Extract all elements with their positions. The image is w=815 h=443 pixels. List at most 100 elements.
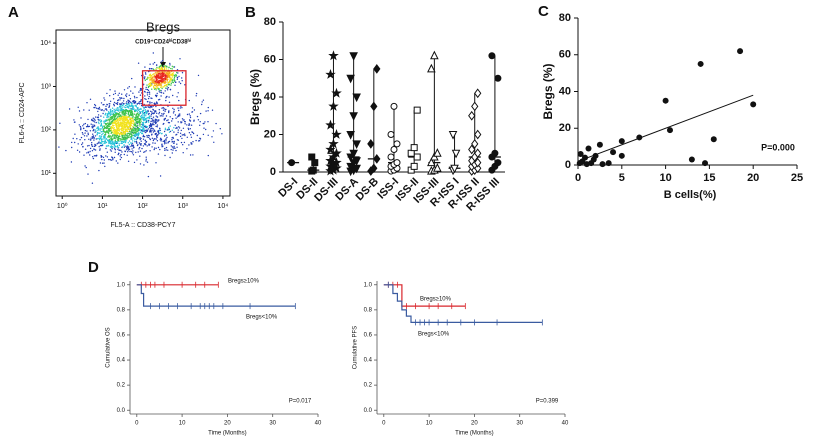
event-dot — [97, 110, 99, 113]
event-dot — [123, 114, 125, 117]
event-dot — [105, 105, 107, 108]
event-dot — [153, 148, 155, 151]
point — [618, 152, 625, 159]
event-dot — [79, 125, 82, 128]
event-dot — [145, 98, 147, 101]
event-dot — [179, 58, 181, 60]
event-dot — [119, 106, 121, 108]
event-dot — [162, 140, 164, 143]
event-dot — [120, 142, 122, 145]
event-dot — [147, 117, 150, 119]
event-dot — [143, 78, 146, 80]
dot — [325, 68, 336, 79]
dot — [288, 159, 296, 167]
event-dot — [111, 131, 114, 133]
x-axis-label: Time (Months) — [208, 431, 246, 437]
event-dot — [114, 128, 116, 131]
event-dot — [118, 92, 121, 95]
dot — [390, 146, 398, 153]
event-dot — [125, 139, 127, 141]
event-dot — [189, 128, 191, 130]
event-dot — [143, 151, 145, 153]
event-dot — [101, 158, 103, 161]
event-dot — [136, 137, 139, 140]
event-dot — [143, 114, 145, 117]
event-dot — [156, 84, 159, 87]
dot — [352, 157, 361, 166]
event-dot — [131, 109, 133, 111]
event-dot — [165, 65, 167, 67]
event-dot — [203, 127, 205, 129]
event-dot — [93, 148, 95, 150]
event-dot — [112, 132, 115, 134]
x-tick-label: 10 — [179, 421, 186, 427]
event-dot — [136, 142, 138, 144]
event-dot — [105, 137, 107, 140]
event-dot — [112, 110, 114, 112]
event-dot — [120, 103, 123, 105]
event-dot — [100, 142, 103, 144]
event-dot — [166, 89, 169, 91]
event-dot — [128, 136, 130, 139]
event-dot — [179, 135, 182, 138]
event-dot — [177, 72, 179, 74]
event-dot — [171, 139, 173, 141]
event-dot — [172, 147, 175, 149]
x-tick-label: 0 — [575, 172, 581, 184]
event-dot — [121, 102, 124, 104]
event-dot — [202, 122, 204, 125]
event-dot — [157, 74, 160, 77]
event-dot — [107, 118, 109, 121]
event-dot — [165, 87, 167, 89]
y-tick-label: 10² — [41, 127, 52, 134]
event-dot — [93, 128, 95, 131]
event-dot — [139, 108, 141, 111]
gate-label: Bregs — [146, 19, 180, 34]
event-dot — [148, 119, 150, 122]
event-dot — [123, 140, 126, 142]
event-dot — [153, 86, 155, 89]
event-dot — [84, 148, 87, 150]
event-dot — [151, 112, 153, 115]
series-label: Bregs≥10% — [420, 297, 452, 303]
event-dot — [107, 131, 110, 133]
event-dot — [188, 144, 190, 146]
event-dot — [112, 137, 115, 139]
event-dot — [139, 163, 142, 165]
event-dot — [80, 117, 82, 119]
event-dot — [148, 115, 150, 117]
event-dot — [177, 129, 179, 131]
event-dot — [114, 151, 116, 153]
event-dot — [95, 121, 97, 124]
event-dot — [144, 95, 146, 97]
event-dot — [89, 150, 91, 153]
event-dot — [163, 140, 166, 143]
event-dot — [93, 121, 96, 123]
event-dot — [164, 75, 166, 77]
event-dot — [87, 173, 89, 175]
event-dot — [166, 119, 168, 122]
dot — [328, 100, 339, 111]
y-tick-label: 10⁴ — [40, 40, 51, 47]
event-dot — [126, 93, 128, 95]
event-dot — [130, 144, 133, 146]
event-dot — [128, 105, 130, 108]
event-dot — [131, 103, 133, 105]
event-dot — [100, 135, 103, 137]
event-dot — [116, 103, 119, 106]
event-dot — [157, 87, 159, 90]
event-dot — [160, 86, 163, 88]
event-dot — [99, 129, 101, 131]
event-dot — [142, 138, 145, 140]
y-axis-label: Cumulative OS — [106, 327, 112, 367]
event-dot — [150, 120, 152, 123]
event-dot — [88, 138, 90, 140]
event-dot — [164, 76, 166, 79]
point — [710, 136, 717, 143]
event-dot — [109, 149, 112, 151]
event-dot — [109, 109, 112, 111]
event-dot — [188, 123, 190, 125]
event-dot — [83, 109, 85, 111]
event-dot — [159, 79, 162, 81]
event-dot — [94, 143, 96, 146]
